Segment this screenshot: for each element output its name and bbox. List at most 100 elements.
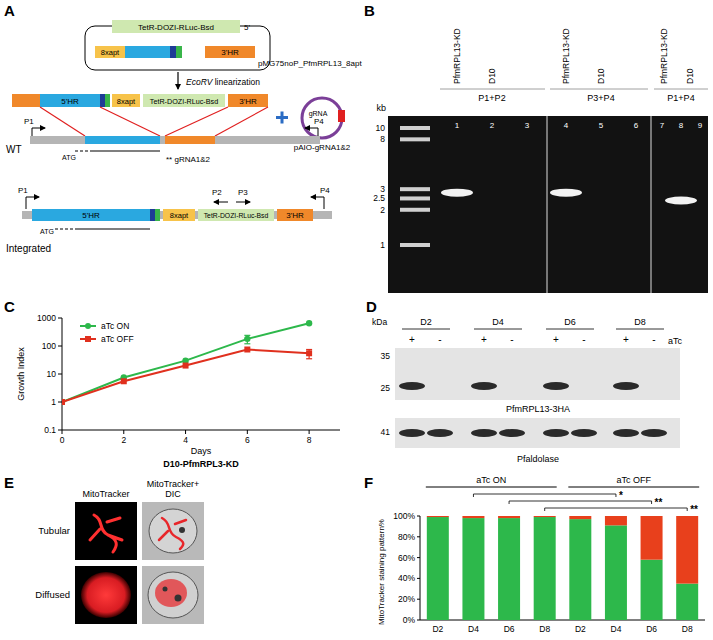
bar: [498, 518, 520, 620]
blot: [395, 418, 680, 448]
bar: [534, 517, 556, 620]
linearization-label: EcoRV linearization: [186, 77, 260, 87]
point: [183, 363, 189, 369]
y-tick: [417, 557, 420, 558]
ladder-label: 2.5: [373, 193, 385, 203]
day-line: [546, 329, 594, 330]
ladder-band: [400, 196, 430, 200]
primer-arrow: [236, 202, 250, 203]
x-tick-label: D2: [575, 624, 586, 634]
panel-a: ATetR-DOZI-RLuc-Bsd5'8xapt3'HRpMG75noP_P…: [4, 2, 362, 254]
blot-band: [543, 382, 569, 390]
panel-c: C0.1110100100002468Growth IndexDaysD10-P…: [4, 298, 340, 469]
segment: [95, 46, 125, 58]
bar: [534, 516, 556, 517]
group-line: [568, 487, 699, 488]
line: [215, 107, 268, 136]
segment-label: TetR-DOZI-RLuc-Bsd: [138, 23, 214, 32]
y-tick: [417, 578, 420, 579]
segment: [112, 20, 240, 33]
blot-name: PfmRPL13-3HA: [506, 404, 570, 414]
segment: [112, 94, 140, 107]
marker-label: 41: [381, 427, 391, 437]
segment-label: 3'HR: [286, 211, 304, 220]
segment-label: TetR-DOZI-RLuc-Bsd: [204, 212, 269, 219]
error-bar: [244, 335, 250, 343]
lane-number: 1: [455, 121, 460, 130]
group-line: [654, 89, 708, 90]
micrograph: [75, 502, 137, 560]
lane-number: 2: [490, 121, 495, 130]
end-label: 5': [244, 23, 250, 32]
segment: [100, 94, 105, 107]
day-line: [402, 329, 450, 330]
segment-label: 8xapt: [117, 97, 136, 106]
blot-band: [613, 429, 639, 437]
column-header: DIC: [165, 489, 181, 499]
point: [244, 336, 250, 342]
spot: [175, 595, 182, 602]
treatment-sign: +: [409, 334, 415, 345]
cell: [148, 572, 198, 618]
bar: [605, 525, 627, 620]
lane-number: 5: [599, 121, 604, 130]
y-tick: [58, 374, 62, 375]
y-tick: [417, 599, 420, 600]
separator: [547, 116, 548, 293]
figure: ATetR-DOZI-RLuc-Bsd5'8xapt3'HRpMG75noP_P…: [0, 0, 713, 640]
y-tick: [58, 318, 62, 319]
group-line: [550, 89, 648, 90]
grna-plasmid: [302, 98, 342, 138]
column-header: MitoTracker+: [147, 479, 199, 489]
y-tick-label: 40%: [398, 573, 415, 583]
segment-label: 3'HR: [239, 97, 257, 106]
significance-tick: [509, 501, 510, 504]
segment: [40, 94, 100, 107]
panel-letter: B: [364, 2, 375, 19]
sample-label: PfmRPL13-KD: [561, 28, 571, 84]
y-axis-label: Growth Index: [16, 347, 26, 401]
bar: [641, 516, 663, 560]
y-tick-label: 20%: [398, 594, 415, 604]
primer-label: P1: [18, 186, 28, 195]
x-tick: [247, 430, 248, 434]
lane-number: 7: [660, 121, 665, 130]
bar: [427, 516, 449, 517]
bar: [462, 518, 484, 620]
x-tick: [309, 430, 310, 434]
gel: [388, 116, 708, 293]
separator: [651, 116, 652, 293]
y-tick-label: 100: [42, 341, 56, 351]
significance-tick: [651, 501, 652, 504]
micrograph: [142, 566, 204, 624]
line: [165, 107, 228, 136]
locus: [30, 136, 320, 144]
primer-pair: P1+P2: [478, 93, 505, 103]
x-tick: [185, 430, 186, 434]
blot-band: [613, 382, 639, 390]
day-label: D2: [420, 317, 432, 327]
treatment-sign: -: [652, 334, 655, 345]
x-tick-label: 6: [245, 435, 250, 445]
x-tick-label: 0: [60, 435, 65, 445]
lane-number: 4: [564, 121, 569, 130]
spot: [163, 587, 168, 592]
bar: [605, 516, 627, 525]
series-line: [62, 323, 309, 402]
blot-band: [471, 429, 497, 437]
ladder-label: 1: [380, 240, 385, 250]
y-tick-label: 100%: [393, 511, 415, 521]
primer-label: P4: [314, 117, 324, 126]
plus: [281, 112, 284, 124]
treatment-sign: +: [553, 334, 559, 345]
segment: [165, 136, 215, 144]
x-tick-label: D8: [539, 624, 550, 634]
significance-line: [545, 508, 688, 509]
plasmid-name: pAIO-gRNA1&2: [294, 143, 351, 152]
segment: [125, 46, 170, 58]
segment-label: 5'HR: [82, 211, 100, 220]
point: [306, 350, 312, 356]
y-tick: [417, 620, 420, 621]
primer-arrow: [26, 197, 39, 209]
day-label: D4: [492, 317, 504, 327]
